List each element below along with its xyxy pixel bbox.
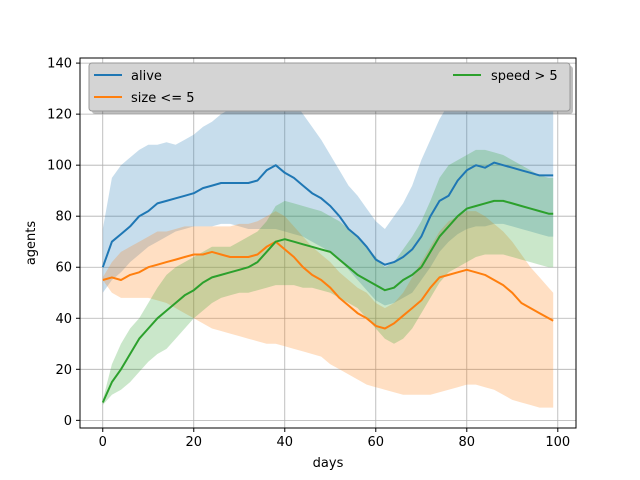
x-tick-label: 80 xyxy=(459,435,476,450)
plot-frame xyxy=(79,57,577,429)
y-tick-label: 40 xyxy=(55,312,72,327)
x-tick-label: 60 xyxy=(368,435,385,450)
confidence-bands xyxy=(102,83,554,408)
y-tick-label: 60 xyxy=(55,261,72,276)
x-tick-label: 100 xyxy=(545,435,570,450)
legend-frame xyxy=(88,62,571,112)
y-tick-label: 80 xyxy=(55,210,72,225)
x-tick-label: 0 xyxy=(99,435,107,450)
band-alive xyxy=(102,83,554,306)
y-axis-ticks: 0 20 40 60 80 100 120 140 xyxy=(47,57,80,429)
legend: alive size <= 5 speed > 5 xyxy=(88,62,573,114)
y-tick-label: 20 xyxy=(55,363,72,378)
series-line-size-5 xyxy=(102,240,554,330)
y-tick-label: 140 xyxy=(47,57,72,72)
x-axis-ticks: 0 20 40 60 80 100 xyxy=(99,428,570,450)
legend-label-size: size <= 5 xyxy=(131,91,195,106)
gridlines xyxy=(80,58,576,428)
x-tick-label: 40 xyxy=(276,435,293,450)
band-size-5 xyxy=(102,211,554,408)
y-tick-label: 0 xyxy=(64,414,72,429)
y-tick-label: 120 xyxy=(47,108,72,123)
legend-label-alive: alive xyxy=(131,69,162,84)
legend-label-speed: speed > 5 xyxy=(491,69,558,84)
y-axis-label: agents xyxy=(24,221,39,266)
series-lines xyxy=(101,161,554,403)
x-tick-label: 20 xyxy=(185,435,202,450)
x-axis-label: days xyxy=(313,456,344,471)
band-speed-5 xyxy=(102,149,554,405)
plot-area xyxy=(80,58,576,428)
series-line-alive xyxy=(101,161,554,268)
series-line-speed-5 xyxy=(101,199,554,403)
y-tick-label: 100 xyxy=(47,159,72,174)
